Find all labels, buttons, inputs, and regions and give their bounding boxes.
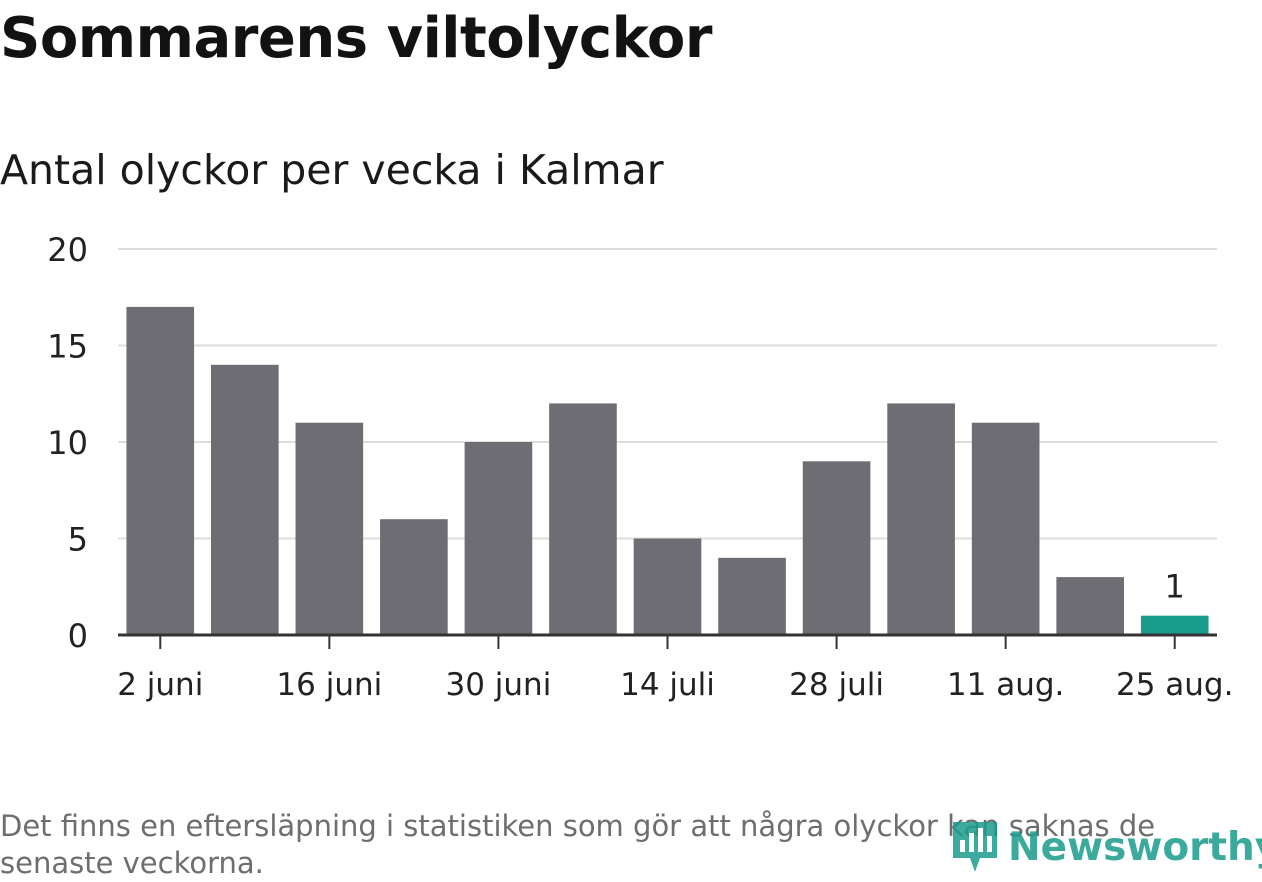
bar-chart: 0 5 10 15 20 1 2 juni 16 juni 30 juni 14 juli 28 j… [47,231,1233,703]
bar [210,364,279,635]
data-label: 1 [1165,568,1185,606]
newsworthy-logo: Newsworthy [950,818,1262,876]
bar [380,519,448,635]
x-tick-label: 2 juni [117,667,203,703]
bar [126,306,195,635]
x-tick-label: 25 aug. [1116,667,1233,703]
bar [718,557,786,635]
x-tick-label: 11 aug. [947,667,1064,703]
logo-icon [953,822,997,872]
bar [971,422,1040,635]
bar [464,442,533,635]
chart-title: Sommarens viltolyckor [0,6,712,71]
x-tick-label: 28 juli [789,667,884,703]
bar [549,403,617,635]
bar [633,538,702,635]
x-tick-label: 30 juni [446,667,552,703]
y-tick-label: 10 [47,424,88,462]
bar [295,422,364,635]
chart-subtitle: Antal olyckor per vecka i Kalmar [0,146,664,194]
x-tick-label: 16 juni [276,667,382,703]
logo-text: Newsworthy [1008,824,1262,870]
bar [1140,615,1209,635]
y-tick-label: 20 [47,231,88,269]
y-tick-label: 15 [47,328,88,366]
x-tick-label: 14 juli [620,667,715,703]
y-tick-label: 0 [68,617,88,655]
bar [802,461,871,635]
bar [887,403,955,635]
bar [1056,577,1125,635]
y-tick-label: 5 [68,521,88,559]
